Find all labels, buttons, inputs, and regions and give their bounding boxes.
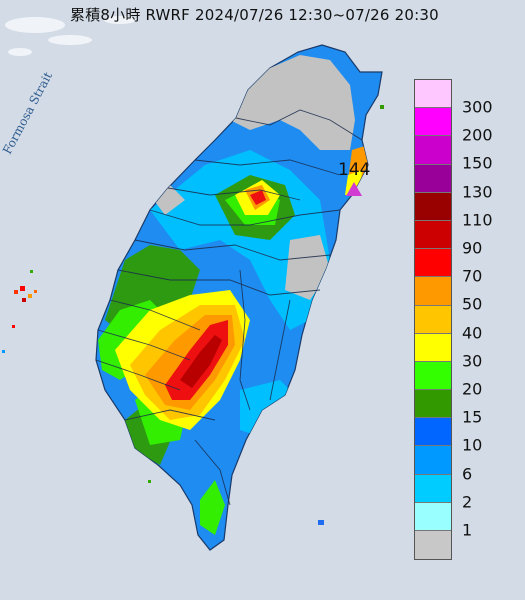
legend-swatch (415, 164, 451, 193)
legend-label: 110 (462, 210, 493, 230)
legend-swatch (415, 305, 451, 334)
legend-label: 150 (462, 153, 493, 173)
max-rainfall-label: 144 (338, 160, 371, 180)
color-legend (414, 79, 452, 561)
map-title: 累積8小時 RWRF 2024/07/26 12:30~07/26 20:30 (70, 6, 439, 24)
legend-label: 30 (462, 351, 483, 371)
legend-swatch (415, 136, 451, 165)
legend-label: 10 (462, 435, 483, 455)
legend-label: 130 (462, 182, 493, 202)
legend-swatch (415, 108, 451, 137)
legend-swatch (415, 361, 451, 391)
legend-label: 2 (462, 492, 473, 512)
legend-label: 300 (462, 97, 493, 117)
legend-label: 90 (462, 238, 483, 258)
legend-label: 70 (462, 266, 483, 286)
legend-swatch (415, 220, 451, 250)
legend-swatch (415, 80, 451, 109)
offshore-echoes (2, 105, 384, 525)
legend-swatch (415, 192, 451, 221)
legend-label: 15 (462, 407, 483, 427)
legend-swatch (415, 446, 451, 475)
legend-label: 1 (462, 520, 473, 540)
legend-label: 50 (462, 294, 483, 314)
legend-swatch (415, 277, 451, 306)
legend-swatch (415, 474, 451, 503)
legend-swatch (415, 502, 451, 531)
legend-swatch (415, 333, 451, 362)
cloud-overlay (5, 16, 136, 56)
legend-label: 6 (462, 464, 473, 484)
legend-swatch (415, 418, 451, 447)
no-rain-area (230, 55, 355, 150)
legend-swatch (415, 249, 451, 278)
county-boundaries (95, 109, 363, 506)
legend-swatch (415, 390, 451, 419)
legend-label: 40 (462, 323, 483, 343)
legend-swatch (415, 531, 451, 560)
legend-label: 20 (462, 379, 483, 399)
legend-label: 200 (462, 125, 493, 145)
max-rainfall-marker (346, 182, 362, 196)
